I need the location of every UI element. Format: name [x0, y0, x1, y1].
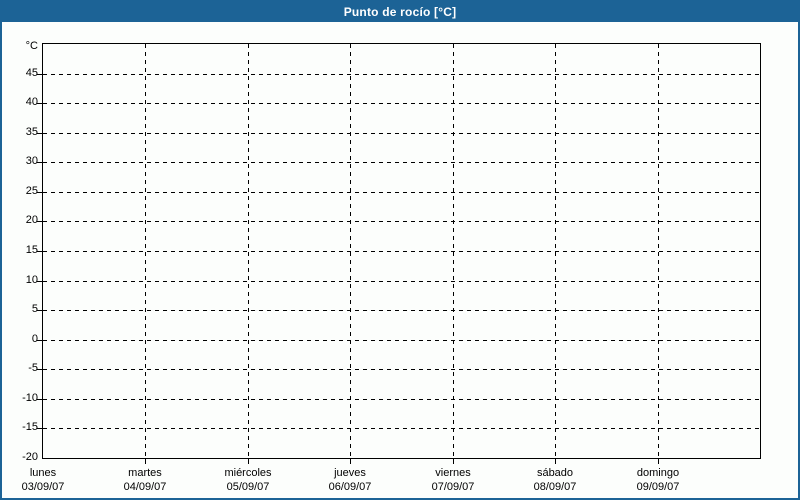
x-tick-mark	[555, 458, 556, 464]
y-axis-unit-label: °C	[25, 40, 38, 52]
h-gridline	[43, 428, 760, 429]
x-tick-mark	[145, 458, 146, 464]
v-gridline	[350, 44, 351, 458]
v-gridline	[658, 44, 659, 458]
day-date-label: 07/09/07	[431, 481, 475, 493]
y-tick-mark	[37, 310, 43, 311]
h-gridline	[43, 399, 760, 400]
y-tick-label: 15	[25, 244, 38, 256]
y-axis-bottom-label: -20	[22, 451, 38, 463]
y-tick-mark	[37, 192, 43, 193]
y-tick-label: 0	[31, 333, 38, 345]
y-tick-label: 5	[31, 303, 38, 315]
y-tick-mark	[37, 399, 43, 400]
y-tick-label: 10	[25, 274, 38, 286]
y-tick-mark	[37, 133, 43, 134]
y-tick-mark	[37, 340, 43, 341]
day-date-label: 05/09/07	[226, 481, 270, 493]
day-name-label: miércoles	[224, 467, 272, 479]
h-gridline	[43, 369, 760, 370]
h-gridline	[43, 192, 760, 193]
h-gridline	[43, 251, 760, 252]
day-name-label: sábado	[536, 467, 574, 479]
x-day-label: viernes 07/09/07	[432, 466, 475, 494]
h-gridline	[43, 162, 760, 163]
y-tick-label: 40	[25, 96, 38, 108]
x-day-label: martes 04/09/07	[124, 466, 167, 494]
x-tick-mark	[658, 458, 659, 464]
plot-area: 45 40 35 30 25 20 15 10 5 0 -5 -10 -15 °C -20 lunes 03/0…	[22, 40, 761, 493]
y-tick-label: 20	[25, 214, 38, 226]
x-tick-mark	[453, 458, 454, 464]
v-gridline	[145, 44, 146, 458]
h-gridline	[43, 221, 760, 222]
y-tick-mark	[37, 251, 43, 252]
y-tick-label: -15	[22, 421, 38, 433]
y-tick-mark	[37, 103, 43, 104]
v-gridline	[555, 44, 556, 458]
y-tick-label: -5	[28, 362, 38, 374]
h-gridline	[43, 74, 760, 75]
day-name-label: domingo	[636, 467, 680, 479]
day-date-label: 08/09/07	[533, 481, 577, 493]
y-tick-mark	[37, 428, 43, 429]
h-gridline	[43, 340, 760, 341]
y-tick-mark	[37, 74, 43, 75]
h-gridline	[43, 133, 760, 134]
x-day-label: miércoles 05/09/07	[224, 466, 271, 494]
day-name-label: jueves	[334, 467, 366, 479]
day-name-label: lunes	[29, 467, 57, 479]
day-date-label: 03/09/07	[21, 481, 65, 493]
y-tick-mark	[37, 162, 43, 163]
y-tick-mark	[37, 221, 43, 222]
day-date-label: 04/09/07	[123, 481, 167, 493]
x-tick-mark	[350, 458, 351, 464]
y-tick-label: 25	[25, 185, 38, 197]
y-tick-mark	[37, 369, 43, 370]
day-date-label: 09/09/07	[636, 481, 680, 493]
x-day-label: jueves 06/09/07	[329, 466, 372, 494]
x-day-label: domingo 09/09/07	[637, 466, 680, 494]
h-gridline	[43, 103, 760, 104]
h-gridline	[43, 281, 760, 282]
v-gridline	[248, 44, 249, 458]
y-tick-label: -10	[22, 392, 38, 404]
y-tick-label: 45	[25, 67, 38, 79]
v-gridline	[453, 44, 454, 458]
y-tick-label: 35	[25, 126, 38, 138]
day-name-label: viernes	[435, 467, 471, 479]
x-day-label: sábado 08/09/07	[534, 466, 577, 494]
chart-title: Punto de rocío [°C]	[343, 5, 457, 19]
y-tick-mark	[37, 281, 43, 282]
y-tick-label: 30	[25, 155, 38, 167]
h-gridline	[43, 310, 760, 311]
x-tick-mark	[248, 458, 249, 464]
x-day-label: lunes 03/09/07	[22, 466, 65, 494]
day-name-label: martes	[128, 467, 162, 479]
day-date-label: 06/09/07	[328, 481, 372, 493]
chart-title-bar: Punto de rocío [°C]	[2, 2, 798, 22]
